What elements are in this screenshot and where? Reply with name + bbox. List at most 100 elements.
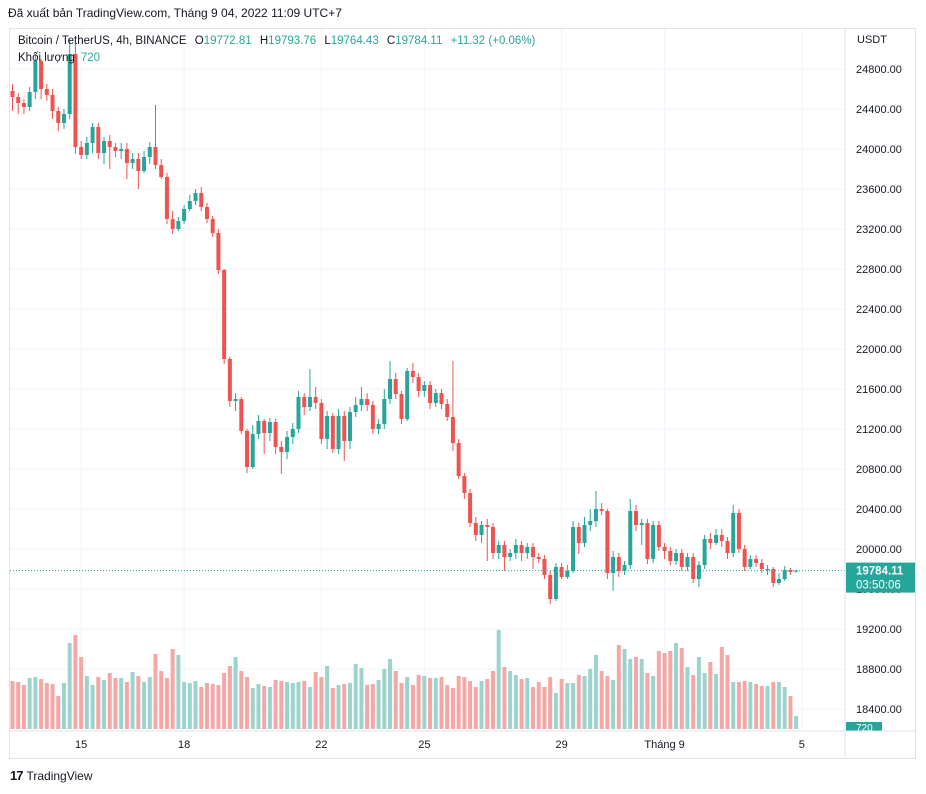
currency-label[interactable]: USDT xyxy=(857,34,887,46)
candle[interactable] xyxy=(256,415,261,439)
candle[interactable] xyxy=(182,205,187,224)
candle[interactable] xyxy=(302,393,307,415)
candle[interactable] xyxy=(102,137,107,164)
candle[interactable] xyxy=(742,545,747,571)
candle[interactable] xyxy=(416,373,421,397)
candle[interactable] xyxy=(754,555,759,567)
candle[interactable] xyxy=(245,429,250,473)
candle[interactable] xyxy=(250,425,255,469)
candle[interactable] xyxy=(622,561,627,575)
candle[interactable] xyxy=(445,399,450,421)
candle[interactable] xyxy=(651,521,656,563)
candle[interactable] xyxy=(96,123,101,159)
candle[interactable] xyxy=(56,107,61,131)
candle[interactable] xyxy=(119,143,124,159)
candle[interactable] xyxy=(159,159,164,179)
candle[interactable] xyxy=(393,373,398,399)
candle[interactable] xyxy=(748,555,753,569)
candle[interactable] xyxy=(473,517,478,541)
candle[interactable] xyxy=(496,541,501,559)
candle[interactable] xyxy=(674,549,679,565)
candle[interactable] xyxy=(502,541,507,571)
candle[interactable] xyxy=(27,87,32,111)
candle[interactable] xyxy=(79,141,84,159)
candle[interactable] xyxy=(759,559,764,573)
candle[interactable] xyxy=(405,368,410,421)
candle[interactable] xyxy=(765,565,770,575)
candle[interactable] xyxy=(708,533,713,549)
candle[interactable] xyxy=(788,568,793,575)
candle[interactable] xyxy=(782,566,787,581)
candle[interactable] xyxy=(193,189,198,205)
candle[interactable] xyxy=(519,541,524,561)
candle[interactable] xyxy=(130,153,135,169)
candle[interactable] xyxy=(216,229,221,274)
candle[interactable] xyxy=(525,543,530,559)
candle[interactable] xyxy=(73,44,78,154)
candle[interactable] xyxy=(90,123,95,153)
candle[interactable] xyxy=(10,84,15,111)
footer-brand[interactable]: 17 TradingView xyxy=(10,768,93,783)
candle[interactable] xyxy=(645,519,650,564)
candle[interactable] xyxy=(164,173,169,224)
candle[interactable] xyxy=(794,569,799,573)
candle[interactable] xyxy=(170,211,175,234)
candle[interactable] xyxy=(639,519,644,545)
candle[interactable] xyxy=(325,411,330,449)
candle[interactable] xyxy=(199,187,204,211)
candle[interactable] xyxy=(490,523,495,559)
candle[interactable] xyxy=(428,381,433,409)
candle[interactable] xyxy=(582,517,587,547)
candle[interactable] xyxy=(776,573,781,585)
candle[interactable] xyxy=(147,142,152,164)
candle[interactable] xyxy=(616,553,621,577)
candle[interactable] xyxy=(187,195,192,211)
candle[interactable] xyxy=(67,39,72,119)
candle[interactable] xyxy=(531,543,536,569)
candle[interactable] xyxy=(388,361,393,404)
candle[interactable] xyxy=(668,547,673,565)
candle[interactable] xyxy=(731,505,736,557)
candle[interactable] xyxy=(233,393,238,411)
candle[interactable] xyxy=(456,439,461,479)
price-axis[interactable]: 18400.0018800.0019200.0019600.0020000.00… xyxy=(844,29,915,758)
candle[interactable] xyxy=(599,503,604,515)
candle[interactable] xyxy=(370,401,375,434)
candle[interactable] xyxy=(376,419,381,434)
candle[interactable] xyxy=(633,505,638,531)
candle[interactable] xyxy=(279,441,284,474)
candle[interactable] xyxy=(107,135,112,169)
candle[interactable] xyxy=(313,387,318,409)
candle[interactable] xyxy=(468,489,473,527)
candle[interactable] xyxy=(422,381,427,397)
candle[interactable] xyxy=(347,407,352,449)
candle[interactable] xyxy=(439,389,444,409)
candle[interactable] xyxy=(359,387,364,411)
candle[interactable] xyxy=(685,553,690,571)
candle[interactable] xyxy=(410,363,415,383)
candle[interactable] xyxy=(296,391,301,433)
candle[interactable] xyxy=(702,535,707,569)
candle[interactable] xyxy=(21,99,26,114)
candle[interactable] xyxy=(336,409,341,454)
candle[interactable] xyxy=(679,549,684,571)
candle[interactable] xyxy=(353,397,358,417)
candle[interactable] xyxy=(662,543,667,559)
candle[interactable] xyxy=(588,509,593,531)
candle[interactable] xyxy=(382,389,387,429)
candle[interactable] xyxy=(273,419,278,454)
candle[interactable] xyxy=(124,143,129,179)
candle[interactable] xyxy=(365,393,370,411)
candle[interactable] xyxy=(285,431,290,459)
candle[interactable] xyxy=(605,509,610,579)
candle[interactable] xyxy=(176,217,181,231)
candle[interactable] xyxy=(542,555,547,579)
candle[interactable] xyxy=(593,491,598,527)
candle[interactable] xyxy=(210,216,215,237)
candle[interactable] xyxy=(307,369,312,411)
candle[interactable] xyxy=(222,269,227,364)
time-axis[interactable]: 15 18 22 25 29 Tháng 9 5 xyxy=(10,730,915,751)
candle[interactable] xyxy=(725,537,730,559)
candle[interactable] xyxy=(548,571,553,604)
candle[interactable] xyxy=(204,203,209,223)
